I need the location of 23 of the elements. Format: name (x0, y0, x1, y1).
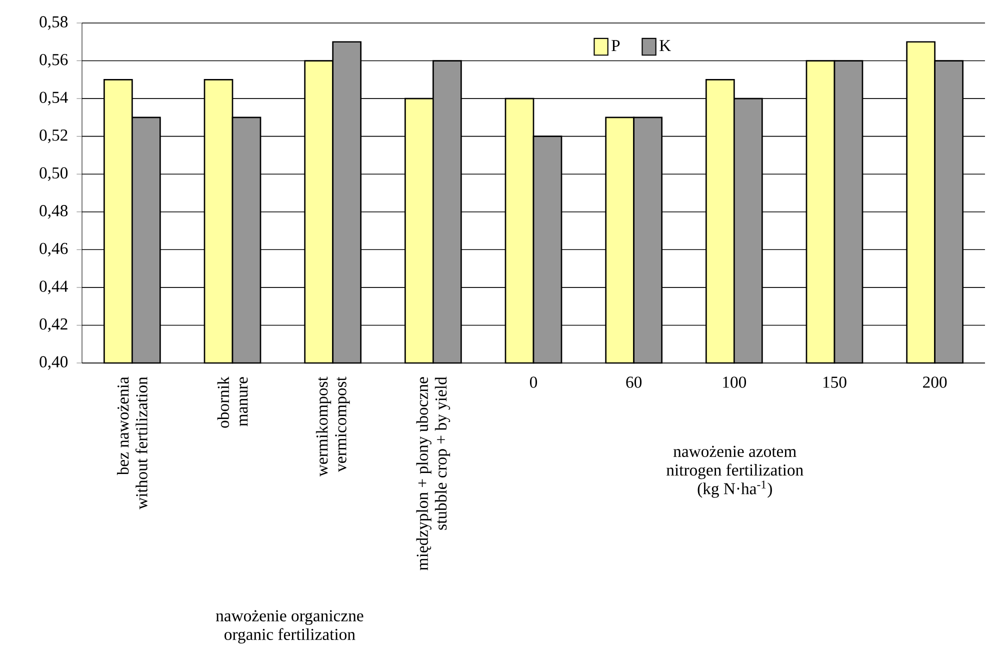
y-tick-label: 0,40 (40, 356, 68, 370)
x-tick-label: obornik manure (217, 376, 248, 428)
x-tick-label: 60 (626, 376, 642, 388)
x-tick-label: międzyplon + plony uboczne stubble crop + by yield (416, 376, 450, 570)
y-tick-label: 0,54 (40, 92, 68, 106)
legend-label: K (660, 40, 671, 52)
text: nawożenie azotem nitrogen fertilization (kg N·ha$^{-1}$) (666, 446, 804, 498)
x-tick-label: 200 (923, 376, 947, 388)
x-tick-label: wermikompost vermicompost (316, 376, 350, 477)
y-tick-label: 0,48 (40, 205, 68, 219)
y-tick-label: 0,44 (40, 280, 68, 294)
y-tick-label: 0,52 (40, 130, 68, 144)
text: nawożenie organiczne organic fertilization (216, 610, 364, 644)
x-tick-label: 100 (723, 376, 746, 388)
y-tick-label: 0,50 (40, 167, 68, 181)
legend-label: P (612, 40, 620, 52)
y-tick-label: 0,46 (40, 242, 68, 256)
x-tick-label: bez nawożenia without fertilization (116, 376, 148, 510)
y-tick-label: 0,42 (40, 318, 68, 332)
y-tick-label: 0,56 (40, 54, 68, 68)
x-tick-label: 150 (823, 376, 846, 388)
y-tick-label: 0,58 (40, 16, 68, 30)
x-tick-label: 0 (530, 376, 538, 388)
